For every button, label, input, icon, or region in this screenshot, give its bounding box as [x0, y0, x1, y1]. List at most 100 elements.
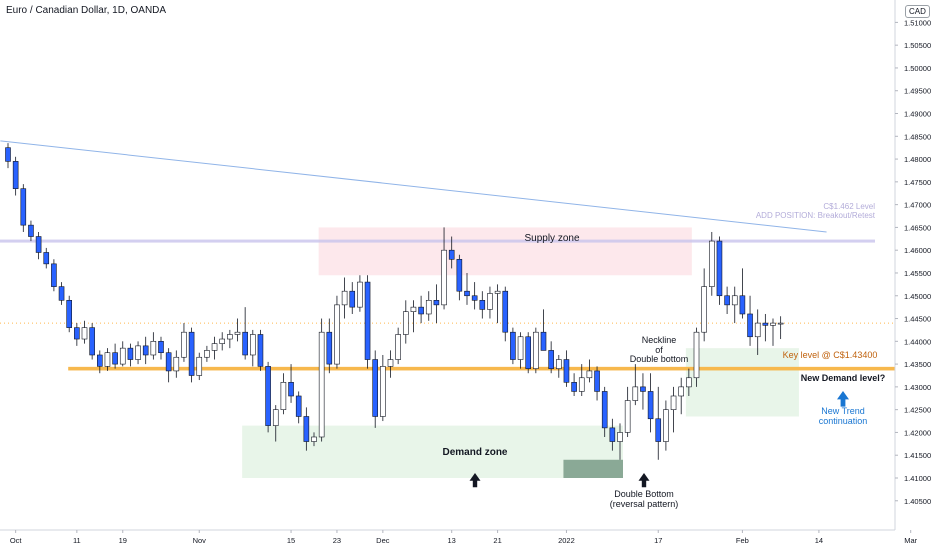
price-tick-label-5: 1.48500	[904, 132, 931, 141]
time-tick-label-12: 14	[815, 536, 823, 545]
candle-body-24	[188, 331, 195, 376]
time-tick-label-7: 13	[448, 536, 456, 545]
currency-badge[interactable]: CAD	[905, 5, 930, 18]
price-tick-label-19: 1.41500	[904, 451, 931, 460]
annotations-layer: C$1.462 Level ADD POSITION: Breakout/Ret…	[442, 202, 885, 509]
candle-body-37	[288, 382, 294, 397]
candle-body-17	[135, 345, 141, 360]
candle-body-57	[441, 249, 447, 306]
candle-body-65	[502, 290, 509, 333]
candle-body-20	[158, 341, 164, 354]
new-demand-text: New Demand level?	[801, 373, 886, 383]
key-level-line	[68, 366, 895, 371]
price-tick-label-9: 1.46500	[904, 223, 931, 232]
candle-body-0	[5, 147, 11, 162]
price-tick-label-6: 1.48000	[904, 155, 931, 164]
double-bottom-zone	[563, 459, 623, 478]
candle-body-92	[708, 240, 715, 287]
double-bottom-text-2: (reversal pattern)	[610, 499, 679, 509]
time-tick-label-4: 15	[287, 536, 295, 545]
price-tick-label-8: 1.47000	[904, 201, 931, 210]
price-tick-label-18: 1.42000	[904, 428, 931, 437]
supply-zone	[318, 227, 692, 276]
candle-body-8	[66, 300, 72, 328]
candle-body-2	[20, 188, 27, 226]
candle-body-3	[28, 224, 34, 237]
candle-body-23	[181, 331, 187, 358]
candle-body-53	[410, 306, 417, 312]
time-tick-label-3: Nov	[193, 536, 207, 545]
descending-trendline	[0, 140, 827, 233]
price-tick-label-10: 1.46000	[904, 246, 931, 255]
demand-arrow-icon	[469, 473, 481, 488]
candle-body-78	[601, 391, 608, 429]
candle-body-36	[280, 382, 287, 410]
neckline-text-1: Neckline	[642, 335, 677, 345]
time-tick-label-10: 17	[654, 536, 662, 545]
candle-body-84	[647, 391, 654, 420]
candle-body-32	[250, 334, 256, 356]
candle-body-52	[402, 311, 409, 335]
price-tick-label-4: 1.49000	[904, 110, 931, 119]
time-tick-label-8: 21	[493, 536, 501, 545]
candle-body-56	[433, 300, 440, 306]
candle-body-41	[318, 331, 325, 438]
candle-body-50	[387, 359, 394, 367]
candle-body-85	[655, 418, 662, 442]
candle-body-30	[234, 331, 241, 335]
time-tick-label-1: 11	[73, 536, 81, 545]
price-tick-label-13: 1.44500	[904, 315, 931, 324]
price-tick-label-1: 1.50500	[904, 41, 931, 50]
candle-body-18	[142, 345, 149, 356]
price-tick-label-14: 1.44000	[904, 337, 931, 346]
candle-body-44	[341, 290, 348, 306]
demand-zone-label: Demand zone	[442, 447, 507, 458]
price-tick-label-15: 1.43500	[904, 360, 931, 369]
candle-body-49	[380, 366, 386, 417]
candle-body-88	[678, 386, 685, 397]
double-bottom-arrow-icon	[638, 473, 650, 488]
add-level-text-1: C$1.462 Level	[823, 202, 875, 211]
candle-body-99	[762, 322, 769, 326]
candle-body-9	[74, 327, 80, 340]
candle-body-94	[724, 295, 730, 306]
candle-body-81	[624, 400, 631, 433]
candle-body-55	[425, 300, 432, 315]
candle-body-22	[173, 356, 180, 372]
candle-body-38	[295, 395, 302, 417]
new-trend-text-2: continuation	[819, 416, 868, 426]
new-demand-zone	[685, 348, 799, 417]
candle-body-28	[219, 338, 225, 344]
candle-body-86	[663, 409, 669, 442]
candle-body-91	[701, 286, 707, 333]
candle-body-71	[548, 350, 554, 369]
candle-body-101	[777, 322, 784, 325]
candle-body-43	[334, 304, 340, 365]
candle-body-63	[487, 293, 493, 310]
candle-body-77	[594, 370, 600, 392]
price-tick-label-11: 1.45500	[904, 269, 931, 278]
candle-body-79	[609, 427, 616, 442]
price-tick-label-7: 1.47500	[904, 178, 931, 187]
candle-body-48	[372, 359, 379, 417]
candle-body-12	[97, 354, 103, 367]
candle-body-31	[242, 331, 248, 356]
lines-layer	[0, 140, 895, 371]
candle-body-67	[517, 336, 524, 360]
candle-body-82	[632, 386, 639, 401]
candle-body-35	[272, 409, 279, 426]
time-tick-label-11: Feb	[736, 536, 749, 545]
candle-body-97	[747, 313, 753, 338]
key-level-text: Key level @ C$1.43400	[783, 350, 878, 360]
candle-body-59	[456, 259, 463, 292]
candle-body-66	[510, 331, 516, 360]
candle-body-73	[563, 359, 570, 383]
time-tick-label-2: 19	[119, 536, 127, 545]
time-tick-label-5: 23	[333, 536, 341, 545]
candle-body-1	[12, 161, 19, 189]
candle-body-70	[540, 331, 547, 351]
candle-body-27	[211, 343, 218, 351]
